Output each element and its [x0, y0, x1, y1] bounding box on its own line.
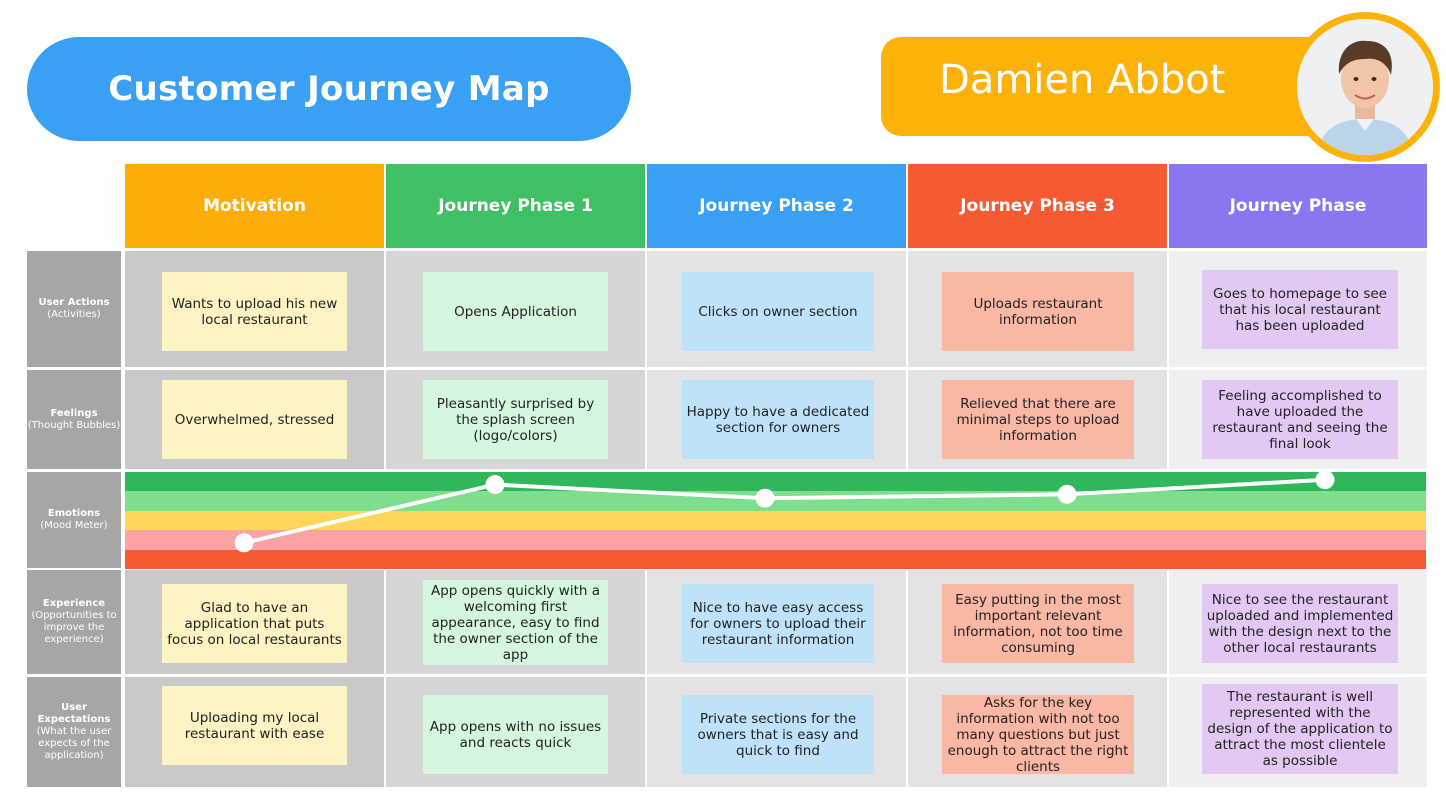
- person-portrait-icon: [1297, 19, 1433, 155]
- sticky-note: Nice to have easy access for owners to u…: [682, 584, 874, 663]
- page-title: Customer Journey Map: [108, 69, 550, 109]
- row-label-subtitle: (Thought Bubbles): [27, 419, 121, 431]
- sticky-note: Relieved that there are minimal steps to…: [942, 380, 1134, 459]
- mood-band: [125, 510, 1426, 531]
- row-label-title: Feelings: [50, 407, 98, 419]
- mood-band: [125, 491, 1426, 512]
- row-label-subtitle: (Mood Meter): [40, 520, 108, 531]
- column-header-motivation: Motivation: [125, 164, 384, 248]
- sticky-note: Overwhelmed, stressed: [162, 380, 347, 459]
- column-header-phase-1: Journey Phase 1: [386, 164, 645, 248]
- row-label-emotions: Emotions (Mood Meter): [27, 472, 121, 568]
- sticky-note: Private sections for the owners that is …: [682, 695, 874, 774]
- sticky-note: Easy putting in the most important relev…: [942, 584, 1134, 663]
- column-header-phase-2: Journey Phase 2: [647, 164, 906, 248]
- row-label-feelings: Feelings (Thought Bubbles): [27, 370, 121, 469]
- row-label-title: User Actions: [38, 297, 110, 308]
- mood-band: [125, 472, 1426, 492]
- persona-name: Damien Abbot: [939, 57, 1226, 103]
- title-banner: Customer Journey Map: [27, 37, 631, 141]
- mood-band: [125, 549, 1426, 570]
- sticky-note: Goes to homepage to see that his local r…: [1202, 270, 1398, 349]
- row-label-subtitle: (Activities): [47, 309, 101, 320]
- sticky-note: Asks for the key information with not to…: [942, 695, 1134, 775]
- sticky-note: Wants to upload his new local restaurant: [162, 272, 347, 351]
- row-label-title: User Expectations: [37, 702, 111, 725]
- column-header-phase-3: Journey Phase 3: [908, 164, 1167, 248]
- sticky-note: Uploads restaurant information: [942, 272, 1134, 351]
- sticky-note: Pleasantly surprised by the splash scree…: [423, 380, 608, 459]
- sticky-note: The restaurant is well represented with …: [1202, 684, 1398, 774]
- column-header-phase-4: Journey Phase: [1169, 164, 1427, 248]
- sticky-note: Feeling accomplished to have uploaded th…: [1202, 380, 1398, 459]
- row-label-user-expectations: User Expectations (What the user expects…: [27, 677, 121, 787]
- sticky-note: Clicks on owner section: [682, 272, 874, 351]
- row-label-title: Experience: [42, 598, 106, 609]
- sticky-note: App opens quickly with a welcoming first…: [423, 580, 608, 665]
- sticky-note: Opens Application: [423, 272, 608, 351]
- sticky-note: Glad to have an application that puts fo…: [162, 584, 347, 663]
- sticky-note: Nice to see the restaurant uploaded and …: [1202, 584, 1398, 663]
- row-label-experience: Experience (Opportunities to improve the…: [27, 570, 121, 674]
- row-label-subtitle: (What the user expects of the applicatio…: [36, 726, 112, 761]
- mood-band: [125, 530, 1426, 550]
- row-label-title: Emotions: [47, 508, 101, 519]
- sticky-note: Uploading my local restaurant with ease: [162, 686, 347, 765]
- row-label-subtitle: (Opportunities to improve the experience…: [31, 610, 117, 645]
- sticky-note: App opens with no issues and reacts quic…: [423, 695, 608, 774]
- sticky-note: Happy to have a dedicated section for ow…: [682, 380, 874, 459]
- row-label-user-actions: User Actions (Activities): [27, 251, 121, 367]
- persona-avatar: [1290, 12, 1440, 162]
